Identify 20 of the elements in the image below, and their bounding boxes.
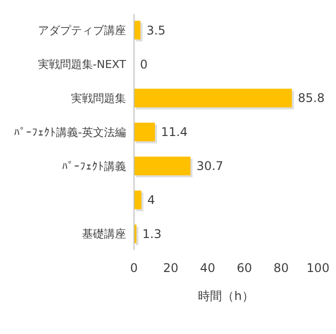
x-tick-label: 80 [274, 261, 289, 275]
y-tick-label: 実戦問題集 [71, 92, 126, 105]
y-tick-label: ﾊﾟｰﾌｪｸﾄ講義-英文法編 [14, 126, 126, 139]
data-label: 4 [147, 193, 155, 208]
y-tick-label: 実戦問題集-NEXT [38, 58, 126, 71]
data-label: 1.3 [142, 227, 162, 242]
data-label: 85.8 [298, 91, 325, 106]
x-tick-label: 40 [200, 261, 216, 275]
y-tick-label: ﾊﾟｰﾌｪｸﾄ講義 [62, 160, 126, 173]
data-label: 0 [140, 57, 148, 72]
y-tick-label: 基礎講座 [82, 228, 126, 241]
y-tick-label: アダプティブ講座 [38, 24, 126, 37]
data-label: 3.5 [146, 23, 166, 38]
x-tick-label: 100 [306, 261, 330, 275]
data-label: 11.4 [160, 125, 188, 140]
x-axis-title: 時間（h） [198, 289, 254, 303]
x-tick-label: 0 [130, 261, 138, 275]
x-tick-label: 20 [163, 261, 178, 275]
data-label: 30.7 [196, 159, 224, 174]
x-tick-label: 60 [236, 261, 252, 275]
